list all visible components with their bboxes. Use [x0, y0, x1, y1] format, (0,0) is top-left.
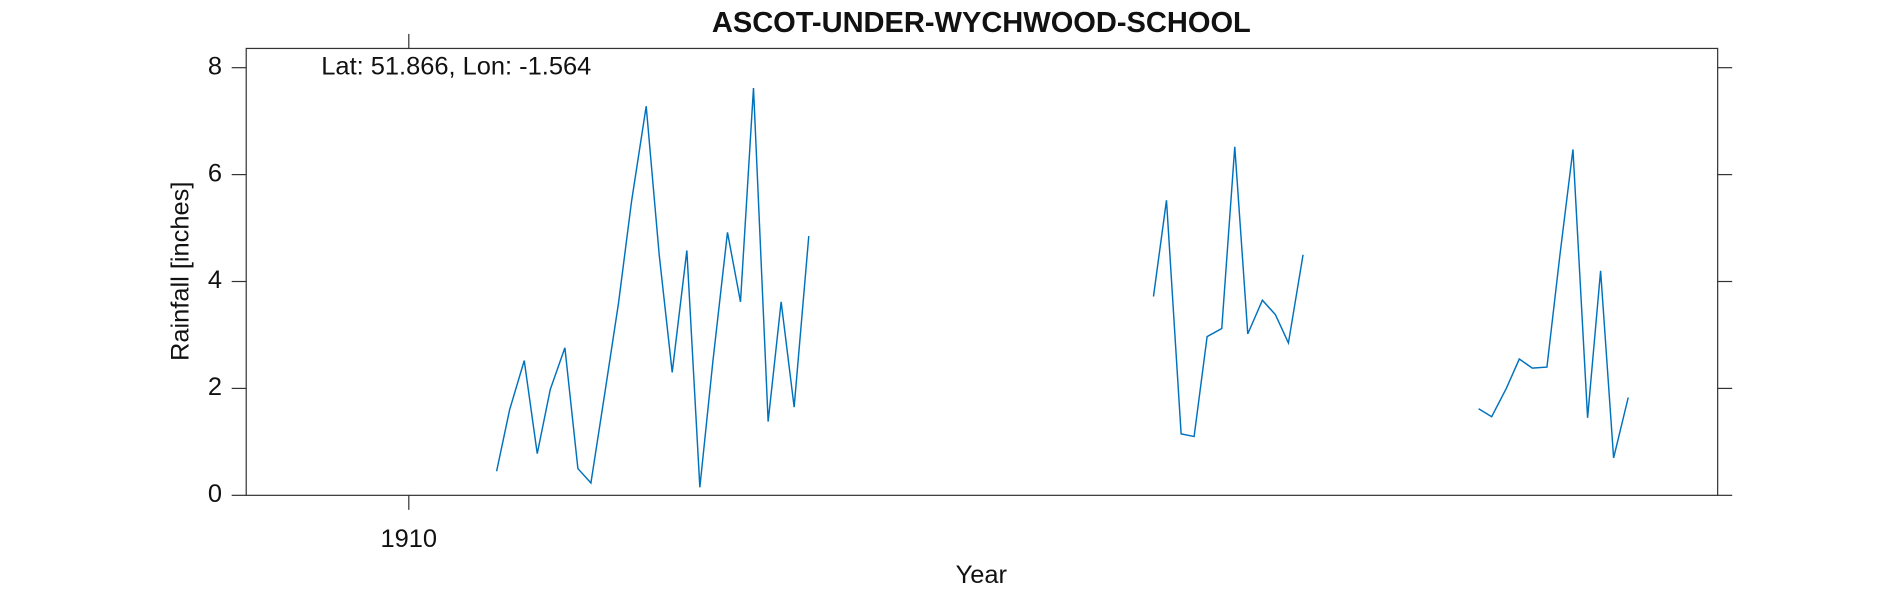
- y-tick-label: 0: [208, 480, 222, 508]
- plot-frame: [245, 47, 1719, 496]
- x-tick-label: 1910: [381, 525, 438, 553]
- data-line: [495, 87, 1629, 488]
- y-tick-label: 8: [208, 52, 222, 80]
- y-tick-label: 4: [208, 266, 222, 294]
- x-axis-label: Year: [956, 561, 1008, 589]
- chart-title: ASCOT-UNDER-WYCHWOOD-SCHOOL: [712, 7, 1251, 39]
- annotation: Lat: 51.866, Lon: -1.564: [321, 53, 591, 81]
- y-tick-label: 6: [208, 159, 222, 187]
- y-axis-label: Rainfall [inches]: [167, 182, 195, 361]
- y-tick-label: 2: [208, 373, 222, 401]
